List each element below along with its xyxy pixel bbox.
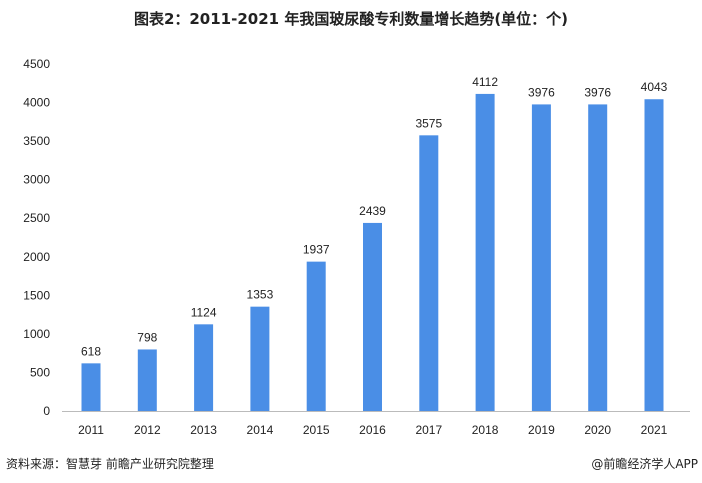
bar-2020: [588, 104, 608, 411]
x-tick-label: 2017: [415, 423, 442, 437]
bar-2018: [475, 93, 495, 411]
bar-2012: [137, 349, 157, 411]
data-label-2012: 798: [137, 330, 157, 344]
data-label-2021: 4043: [641, 80, 668, 94]
bar-2017: [419, 135, 439, 412]
bar-2015: [306, 261, 326, 411]
y-tick-label: 1500: [23, 288, 50, 302]
y-tick-label: 0: [43, 404, 50, 418]
data-label-2017: 3575: [415, 116, 442, 130]
y-tick-label: 2000: [23, 250, 50, 264]
y-tick-label: 2500: [23, 211, 50, 225]
x-tick-label: 2012: [134, 423, 161, 437]
data-label-2020: 3976: [584, 85, 611, 99]
x-tick-label: 2011: [78, 423, 104, 437]
x-tick-label: 2020: [584, 423, 611, 437]
bar-2016: [363, 222, 382, 411]
bar-2014: [250, 306, 270, 411]
bar-2013: [194, 324, 214, 411]
brand-credit: @前瞻经济学人APP: [591, 457, 698, 471]
x-tick-label: 2018: [472, 423, 499, 437]
bar-chart: 0 500 1000 1500 2000 2500 3000 3500 4000 4500 618 2…: [23, 57, 690, 437]
y-tick-label: 500: [30, 365, 50, 379]
data-label-2016: 2439: [359, 204, 386, 218]
bar-2021: [644, 99, 664, 411]
data-label-2014: 1353: [247, 288, 274, 302]
x-tick-label: 2019: [528, 423, 555, 437]
source-note: 资料来源：智慧芽 前瞻产业研究院整理: [6, 457, 214, 471]
data-label-2013: 1124: [191, 305, 217, 319]
y-tick-label: 1000: [23, 327, 50, 341]
x-tick-label: 2016: [359, 423, 386, 437]
bar-2019: [531, 104, 551, 411]
x-tick-label: 2015: [303, 423, 330, 437]
data-label-2018: 4112: [472, 75, 498, 89]
y-tick-label: 4000: [23, 96, 50, 110]
x-tick-label: 2021: [641, 423, 668, 437]
data-label-2015: 1937: [303, 243, 330, 257]
data-label-2019: 3976: [528, 85, 555, 99]
chart-title: 图表2：2011-2021 年我国玻尿酸专利数量增长趋势(单位：个): [133, 10, 569, 28]
x-tick-label: 2014: [247, 423, 274, 437]
data-label-2011: 618: [81, 344, 101, 358]
y-tick-label: 3500: [23, 134, 50, 148]
y-tick-label: 3000: [23, 173, 50, 187]
x-tick-label: 2013: [190, 423, 217, 437]
bar-2011: [81, 363, 101, 411]
y-tick-label: 4500: [23, 57, 50, 71]
